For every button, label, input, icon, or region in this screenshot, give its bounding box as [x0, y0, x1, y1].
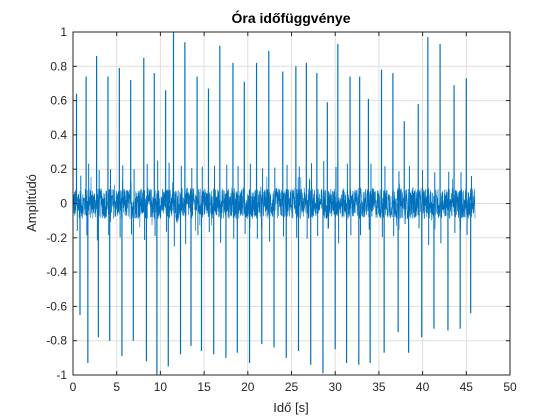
x-axis-ticks [72, 32, 511, 375]
signal-spikes [75, 32, 472, 375]
y-tick-label: 1 [60, 25, 67, 39]
x-tick-label: 35 [372, 380, 386, 394]
x-tick-label: 25 [285, 380, 299, 394]
x-axis-label: Idő [s] [273, 400, 308, 415]
x-tick-label: 15 [197, 380, 211, 394]
y-tick-label: -0.8 [46, 334, 67, 348]
x-tick-label: 50 [503, 380, 517, 394]
y-tick-label: 0.2 [50, 162, 67, 176]
x-tick-label: 45 [460, 380, 474, 394]
x-tick-label: 40 [416, 380, 430, 394]
x-tick-label: 10 [154, 380, 168, 394]
y-axis-tick-labels: -1 -0.8 -0.6 -0.4 -0.2 0 0.2 0.4 0.6 0.8 1 [46, 25, 67, 382]
y-tick-label: 0.6 [50, 94, 67, 108]
x-tick-label: 20 [241, 380, 255, 394]
chart-title: Óra időfüggvénye [231, 9, 350, 26]
y-tick-label: -0.4 [46, 265, 67, 279]
y-tick-label: 0.4 [50, 128, 67, 142]
x-axis-tick-labels: 0 5 10 15 20 25 30 35 40 45 50 [70, 380, 517, 394]
x-tick-label: 5 [113, 380, 120, 394]
y-tick-label: 0 [60, 197, 67, 211]
y-axis-label: Amplitúdó [24, 174, 39, 232]
y-tick-label: -1 [56, 368, 67, 382]
y-tick-label: 0.8 [50, 59, 67, 73]
y-axis-ticks [73, 31, 510, 376]
y-tick-label: -0.6 [46, 299, 67, 313]
x-tick-label: 30 [329, 380, 343, 394]
y-tick-label: -0.2 [46, 231, 67, 245]
x-tick-label: 0 [70, 380, 77, 394]
